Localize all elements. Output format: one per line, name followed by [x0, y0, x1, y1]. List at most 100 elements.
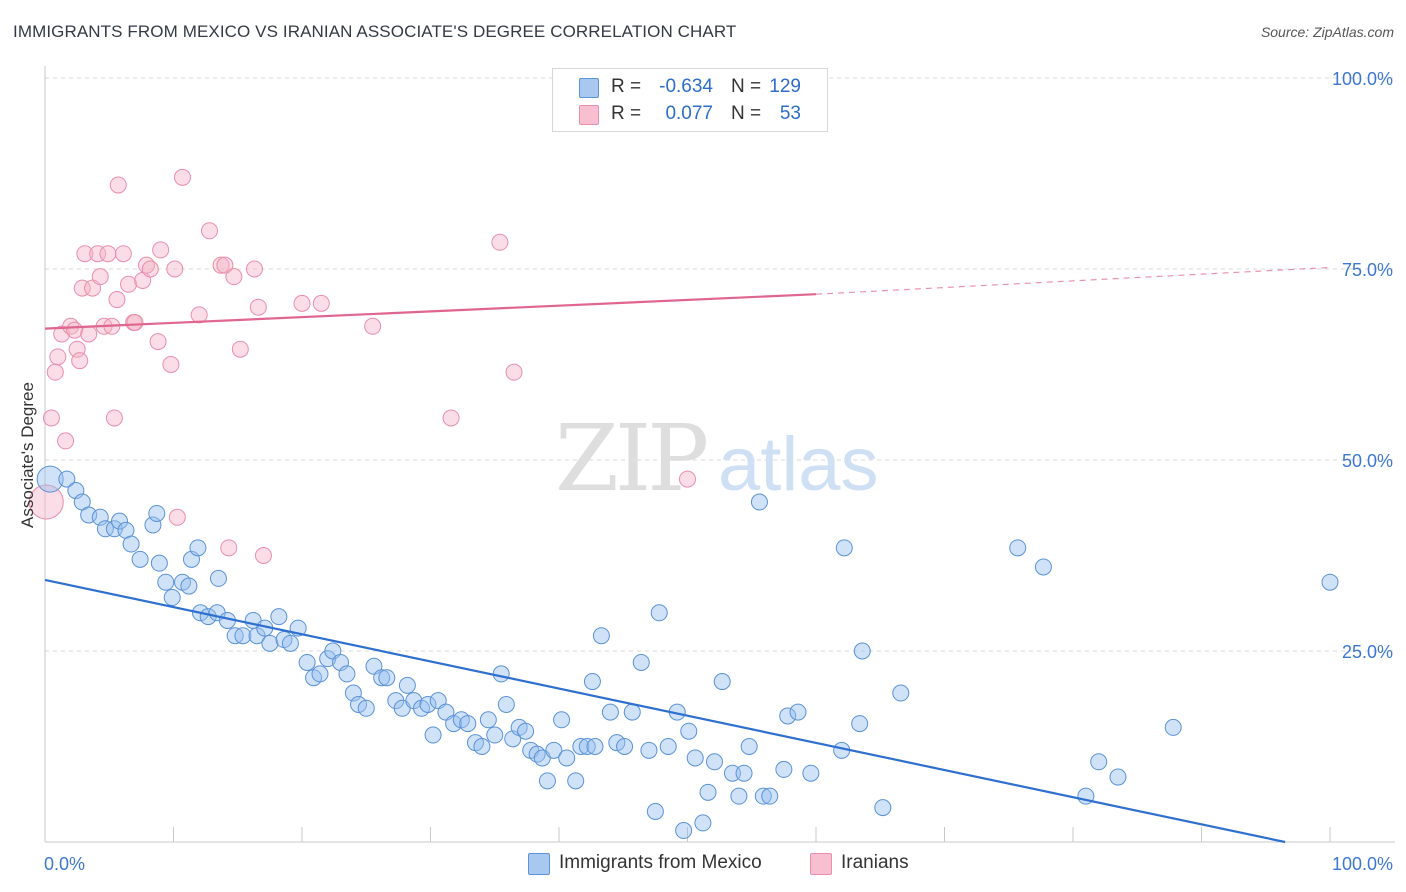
data-point-mexico [209, 569, 227, 587]
data-point-iranians [225, 268, 243, 286]
data-point-mexico [373, 669, 391, 687]
data-point-iranians [114, 245, 132, 263]
data-point-mexico [640, 741, 658, 759]
data-point-mexico [675, 822, 693, 840]
data-point-mexico [545, 741, 563, 759]
data-point-iranians [152, 241, 170, 259]
data-point-mexico [592, 627, 610, 645]
data-point-iranians [245, 260, 263, 278]
data-point-iranians [442, 409, 460, 427]
data-point-iranians [149, 333, 167, 351]
data-point-iranians [89, 245, 107, 263]
data-point-mexico [298, 653, 316, 671]
data-point-mexico [558, 749, 576, 767]
legend-n-value: 53 [779, 103, 801, 124]
data-point-mexico [189, 539, 207, 557]
bottom-legend-swatch-mexico [528, 853, 550, 875]
data-point-iranians [168, 508, 186, 526]
data-point-mexico [851, 715, 869, 733]
data-point-iranians [293, 294, 311, 312]
data-point-mexico [473, 738, 491, 755]
data-point-mexico [730, 787, 748, 805]
data-point-mexico [686, 749, 704, 767]
y-tick-label: 25.0% [1342, 642, 1393, 662]
legend-n-value: 129 [769, 76, 801, 97]
data-point-mexico [36, 465, 64, 493]
grid-lines [45, 77, 1395, 652]
data-point-mexico [497, 695, 515, 713]
data-point-mexico [261, 634, 279, 652]
trendline-mexico [44, 578, 1286, 844]
data-point-iranians [162, 356, 180, 373]
source-label: Source: ZipAtlas.com [1260, 24, 1394, 40]
data-point-mexico [281, 634, 299, 652]
data-point-iranians [109, 176, 127, 194]
data-point-iranians [120, 275, 138, 293]
y-axis-label: Associate's Degree [18, 382, 37, 528]
data-point-iranians [254, 547, 272, 564]
chart-title: IMMIGRANTS FROM MEXICO VS IRANIAN ASSOCI… [13, 22, 737, 41]
data-point-mexico [623, 703, 641, 721]
legend: R = -0.634 N = 129 R = 0.077 N = 53 [552, 68, 828, 132]
data-point-mexico [608, 734, 626, 752]
data-point-mexico [694, 814, 712, 832]
data-point-iranians [91, 268, 109, 286]
data-point-iranians [312, 294, 330, 312]
data-point-mexico [583, 673, 601, 691]
watermark-atlas: atlas [718, 422, 879, 507]
data-point-mexico [538, 772, 556, 790]
data-point-mexico [892, 684, 910, 702]
data-point-iranians [505, 363, 523, 381]
data-point-mexico [567, 772, 585, 790]
data-point-mexico [157, 573, 175, 591]
legend-r-value: -0.634 [659, 76, 713, 97]
legend-swatch-blue [579, 78, 599, 98]
data-point-iranians [80, 325, 98, 343]
data-point-mexico [835, 539, 853, 557]
data-point-mexico [699, 783, 717, 801]
data-point-mexico [96, 520, 114, 538]
data-point-mexico [650, 604, 668, 622]
data-point-mexico [775, 760, 793, 778]
bottom-legend-label-mexico: Immigrants from Mexico [559, 852, 762, 873]
data-point-mexico [646, 802, 664, 820]
trend-lines [44, 266, 1331, 844]
y-tick-label: 50.0% [1342, 451, 1393, 471]
data-point-mexico [445, 715, 463, 733]
data-point-iranians [190, 306, 208, 324]
legend-n-label: N = [731, 76, 762, 97]
data-point-mexico [122, 535, 140, 553]
trendline-iranians-extension [815, 266, 1331, 295]
data-point-iranians [28, 484, 64, 520]
tick-labels: 25.0% 50.0% 75.0% 100.0% 0.0% 100.0% [44, 69, 1393, 874]
legend-r-label: R = [611, 76, 642, 97]
trendline-iranians [44, 293, 817, 330]
data-point-iranians [679, 470, 696, 488]
data-point-mexico [424, 726, 442, 744]
data-point-mexico [723, 764, 741, 782]
data-point-mexico [111, 512, 129, 530]
legend-n-label: N = [731, 103, 762, 124]
data-point-iranians [141, 260, 159, 278]
data-point-mexico [789, 703, 807, 721]
data-point-mexico [740, 738, 758, 755]
watermark-zip: ZIP [555, 405, 706, 512]
bottom-legend-swatch-iranians [810, 853, 832, 875]
data-point-iranians [73, 279, 91, 297]
data-point-iranians [173, 168, 191, 186]
x-tick-label: 0.0% [44, 854, 85, 874]
data-point-mexico [1034, 558, 1052, 576]
data-point-mexico [659, 738, 677, 755]
data-point-mexico [761, 787, 779, 805]
data-point-mexico [572, 738, 590, 755]
data-point-iranians [166, 260, 184, 278]
data-point-iranians [99, 245, 117, 263]
data-point-iranians [220, 539, 238, 557]
data-point-mexico [58, 470, 76, 488]
data-point-mexico [486, 726, 504, 744]
data-point-iranians [66, 321, 84, 339]
data-point-mexico [735, 764, 753, 782]
data-point-iranians [200, 222, 218, 240]
bottom-legend: Immigrants from Mexico Iranians [0, 852, 1406, 882]
